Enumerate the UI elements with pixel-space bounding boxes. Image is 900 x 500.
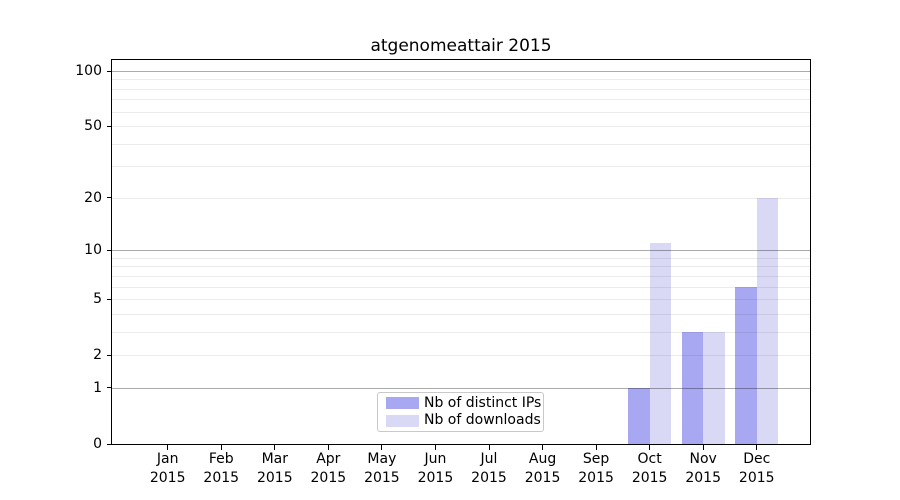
legend-entry: Nb of downloads: [386, 413, 543, 428]
month-label: Sep: [582, 451, 610, 467]
gridline-minor: [112, 126, 810, 128]
x-tick-mark: [274, 445, 276, 450]
legend-label: Nb of distinct IPs: [424, 394, 542, 411]
gridline-minor: [112, 99, 810, 101]
year-label: 2015: [631, 470, 668, 486]
year-label: 2015: [417, 470, 454, 486]
month-label: Mar: [261, 451, 288, 467]
y-tick-label: 10: [84, 242, 102, 259]
x-tick-label-jun: Jun 2015: [407, 450, 463, 488]
x-tick-label-sep: Sep 2015: [568, 450, 624, 488]
gridline-major: [112, 250, 810, 252]
y-tick-mark: [107, 70, 112, 72]
x-tick-mark: [595, 445, 597, 450]
gridline-minor: [112, 299, 810, 301]
bar-nb-of-downloads-Dec: [756, 197, 779, 444]
x-tick-label-feb: Feb 2015: [193, 450, 249, 488]
legend-swatch: [386, 414, 419, 427]
x-tick-mark: [702, 445, 704, 450]
x-tick-mark: [327, 445, 329, 450]
x-tick-mark: [649, 445, 651, 450]
gridline-minor: [112, 275, 810, 277]
month-label: Oct: [637, 451, 662, 467]
gridline-minor: [112, 313, 810, 315]
gridline-minor: [112, 331, 810, 333]
y-tick-label: 2: [93, 347, 102, 364]
plot-area: [112, 60, 810, 444]
gridline-minor: [112, 257, 810, 259]
x-tick-mark: [756, 445, 758, 450]
month-label: Jan: [156, 451, 179, 467]
y-tick-mark: [107, 125, 112, 127]
x-tick-mark: [542, 445, 544, 450]
y-tick-mark: [107, 197, 112, 199]
y-tick-label: 5: [93, 291, 102, 308]
year-label: 2015: [310, 470, 347, 486]
y-tick-label: 20: [84, 189, 102, 206]
y-tick-label: 0: [93, 436, 102, 452]
x-tick-label-mar: Mar 2015: [247, 450, 303, 488]
legend-entry: Nb of distinct IPs: [386, 394, 543, 411]
legend-swatch: [386, 397, 419, 410]
gridline-minor: [112, 143, 810, 145]
y-tick-mark: [107, 298, 112, 300]
gridline-major: [112, 71, 810, 72]
x-tick-label-may: May 2015: [354, 450, 410, 488]
chart-title: atgenomeattair 2015: [370, 36, 552, 56]
bar-nb-of-downloads-Oct: [649, 243, 672, 444]
x-tick-mark: [381, 445, 383, 450]
bar-nb-of-distinct-ips-Oct: [628, 387, 650, 444]
x-tick-label-jan: Jan 2015: [140, 450, 196, 488]
year-label: 2015: [738, 470, 775, 486]
year-label: 2015: [203, 470, 240, 486]
gridline-minor: [112, 166, 810, 168]
year-label: 2015: [364, 470, 400, 486]
gridline-minor: [112, 355, 810, 357]
year-label: 2015: [471, 470, 507, 486]
y-tick-mark: [107, 354, 112, 356]
gridline-minor: [112, 197, 810, 199]
x-tick-label-dec: Dec 2015: [729, 450, 785, 488]
gridline-minor: [112, 266, 810, 268]
year-label: 2015: [524, 470, 561, 486]
x-tick-label-apr: Apr 2015: [300, 450, 356, 488]
month-label: Aug: [528, 451, 557, 467]
y-tick-label: 50: [84, 118, 102, 135]
gridline-minor: [112, 88, 810, 90]
legend-label: Nb of downloads: [424, 412, 541, 429]
bar-nb-of-distinct-ips-Nov: [681, 331, 704, 444]
month-label: Jul: [480, 451, 498, 467]
gridline-minor: [112, 111, 810, 113]
gridline-major: [112, 387, 810, 389]
month-label: Jun: [424, 451, 447, 467]
gridline-minor: [112, 286, 810, 288]
x-tick-mark: [220, 445, 222, 450]
y-tick-label: 1: [93, 379, 102, 396]
month-label: Apr: [316, 451, 341, 467]
year-label: 2015: [256, 470, 293, 486]
gridline-minor: [112, 79, 810, 81]
x-tick-mark: [167, 445, 169, 450]
x-tick-label-aug: Aug 2015: [515, 450, 571, 488]
year-label: 2015: [685, 470, 721, 486]
month-label: Dec: [743, 451, 771, 467]
x-tick-mark: [434, 445, 436, 450]
bar-nb-of-distinct-ips-Dec: [735, 286, 757, 444]
month-label: May: [367, 451, 397, 467]
x-tick-label-nov: Nov 2015: [675, 450, 731, 488]
legend: Nb of distinct IPs Nb of downloads: [377, 392, 544, 432]
month-label: Nov: [689, 451, 717, 467]
year-label: 2015: [578, 470, 614, 486]
y-tick-label: 100: [75, 63, 102, 79]
y-tick-mark: [107, 249, 112, 251]
x-tick-mark: [488, 445, 490, 450]
y-tick-mark: [107, 443, 112, 445]
y-tick-mark: [107, 387, 112, 389]
month-label: Feb: [208, 451, 234, 467]
x-tick-label-oct: Oct 2015: [622, 450, 678, 488]
x-tick-label-jul: Jul 2015: [461, 450, 517, 488]
year-label: 2015: [149, 470, 186, 486]
bar-nb-of-downloads-Nov: [703, 331, 725, 444]
